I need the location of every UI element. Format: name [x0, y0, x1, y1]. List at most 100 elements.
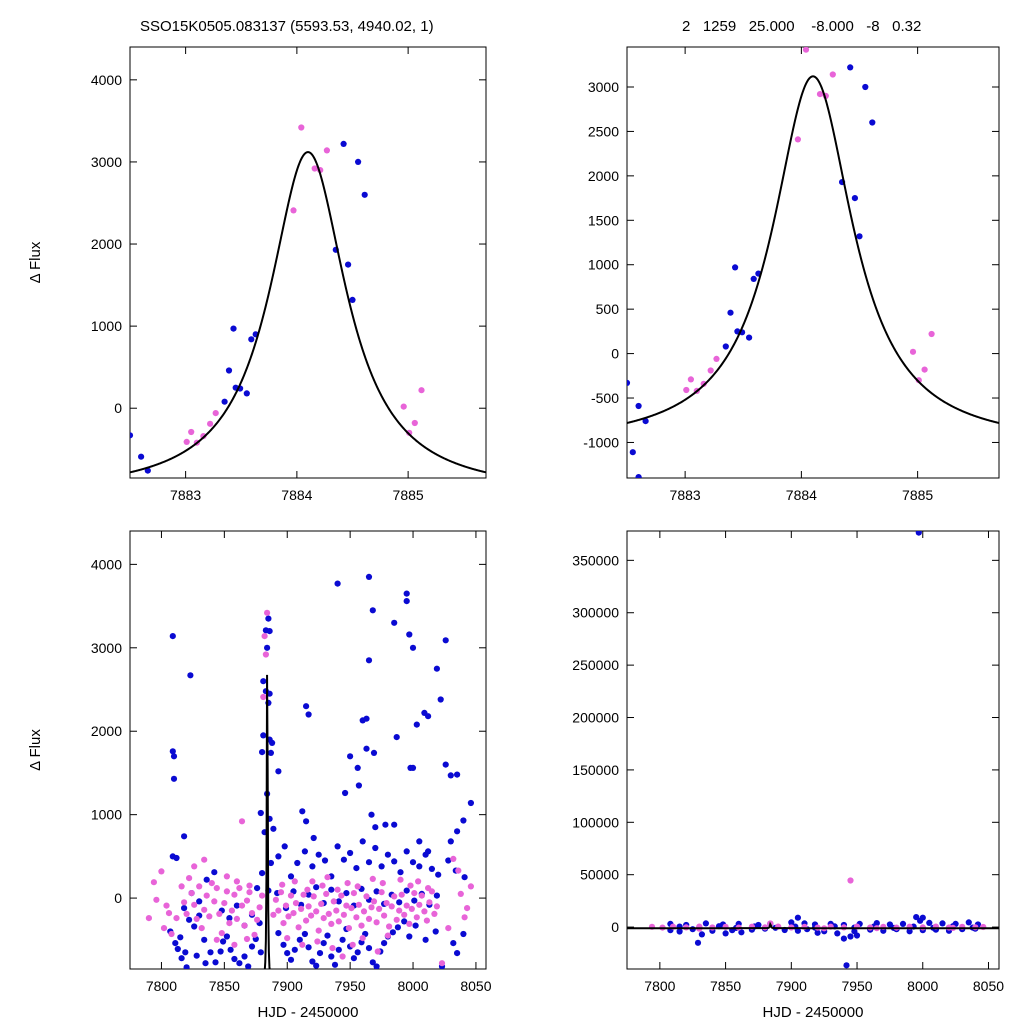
- data-point: [303, 703, 310, 710]
- data-point: [345, 925, 352, 932]
- data-point: [345, 261, 352, 268]
- data-point: [333, 907, 340, 914]
- data-point: [310, 834, 317, 842]
- data-point: [373, 919, 380, 926]
- y-tick-label: 150000: [572, 762, 619, 778]
- y-tick-label: 1000: [91, 807, 122, 823]
- data-point: [236, 960, 243, 967]
- data-point: [467, 883, 474, 890]
- series-blue: [627, 64, 876, 478]
- data-point: [217, 948, 224, 955]
- data-point: [406, 429, 413, 436]
- data-point: [683, 386, 690, 394]
- data-point: [343, 890, 350, 897]
- data-point: [722, 930, 729, 937]
- data-point: [223, 873, 230, 880]
- data-point: [397, 869, 404, 876]
- data-point: [384, 932, 391, 939]
- data-point: [280, 920, 287, 927]
- data-point: [335, 918, 342, 925]
- x-tick-label: 7885: [902, 487, 933, 503]
- data-point: [423, 917, 430, 924]
- data-point: [202, 960, 209, 967]
- data-point: [309, 863, 316, 870]
- data-point: [177, 934, 184, 941]
- data-point: [280, 941, 287, 948]
- data-point: [360, 908, 368, 915]
- data-point: [422, 936, 429, 943]
- data-point: [368, 904, 375, 911]
- y-tick-label: 3000: [588, 79, 619, 95]
- data-point: [676, 928, 683, 935]
- data-layer: [627, 47, 999, 478]
- data-point: [856, 233, 863, 240]
- data-point: [216, 910, 223, 918]
- data-point: [277, 889, 285, 896]
- data-point: [365, 573, 373, 581]
- data-point: [212, 959, 219, 966]
- data-layer: [627, 531, 999, 969]
- data-point: [340, 140, 347, 147]
- data-point: [393, 916, 400, 923]
- data-point: [426, 899, 433, 906]
- y-tick-label: 2000: [91, 723, 122, 739]
- data-point: [407, 882, 414, 889]
- data-point: [340, 856, 347, 863]
- data-point: [353, 865, 360, 872]
- data-point: [241, 953, 248, 960]
- data-point: [350, 890, 357, 897]
- data-point: [461, 914, 468, 921]
- data-point: [178, 955, 185, 962]
- data-layer: [130, 124, 486, 474]
- data-point: [287, 956, 295, 963]
- data-point: [406, 920, 413, 928]
- data-point: [732, 264, 739, 271]
- data-point: [415, 878, 422, 885]
- data-point: [170, 753, 178, 760]
- data-point: [373, 888, 380, 895]
- data-point: [201, 906, 208, 913]
- data-point: [738, 929, 745, 936]
- data-point: [359, 838, 366, 845]
- data-point: [223, 933, 230, 940]
- data-point: [374, 948, 381, 955]
- data-point: [340, 911, 347, 918]
- x-tick-label: 7800: [644, 978, 675, 994]
- data-point: [299, 808, 306, 815]
- panel-top-left: 0 1000 2000 3000 4000 7883 7884 7885 Δ Flux: [27, 46, 487, 503]
- data-point: [412, 922, 419, 929]
- data-point: [260, 678, 267, 685]
- data-point: [788, 919, 795, 926]
- data-point: [328, 953, 335, 960]
- data-point: [461, 874, 468, 881]
- data-point: [300, 891, 307, 898]
- data-point: [211, 869, 218, 876]
- data-point: [201, 856, 208, 863]
- data-point: [298, 905, 305, 913]
- data-point: [170, 775, 178, 782]
- data-point: [257, 949, 264, 956]
- data-point: [305, 944, 312, 951]
- data-point: [342, 789, 349, 797]
- data-point: [325, 910, 332, 918]
- data-point: [847, 64, 854, 71]
- data-point: [348, 905, 355, 912]
- data-point: [450, 855, 457, 863]
- data-point: [291, 878, 298, 885]
- data-point: [403, 848, 410, 855]
- data-point: [259, 870, 266, 877]
- data-point: [298, 124, 305, 131]
- data-point: [172, 940, 179, 947]
- data-point: [153, 896, 160, 903]
- data-point: [365, 915, 373, 923]
- data-point: [915, 377, 922, 384]
- data-point: [181, 905, 188, 912]
- data-point: [397, 876, 404, 883]
- y-tick-label: 0: [611, 346, 619, 362]
- data-point: [455, 867, 462, 874]
- data-point: [158, 868, 165, 875]
- data-point: [223, 888, 230, 895]
- y-tick-label: 200000: [572, 710, 619, 726]
- data-point: [228, 907, 235, 914]
